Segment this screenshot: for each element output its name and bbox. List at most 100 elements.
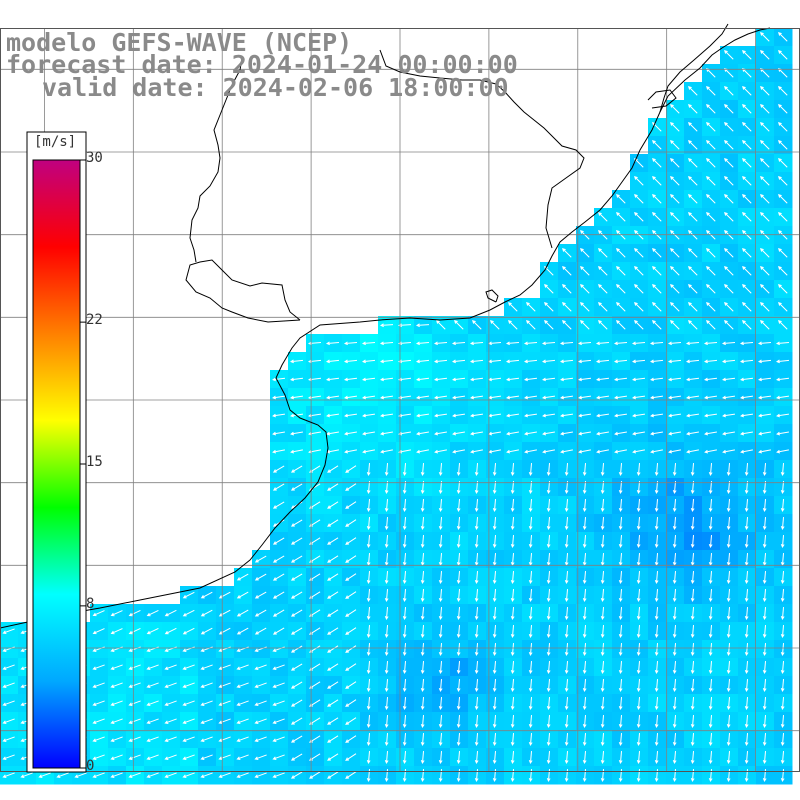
wind-arrow bbox=[560, 431, 573, 436]
model-title: modelo GEFS-WAVE (NCEP) bbox=[6, 28, 353, 57]
wind-arrow bbox=[402, 534, 407, 549]
wind-arrow bbox=[146, 627, 159, 635]
wind-arrow bbox=[327, 663, 339, 671]
wind-arrow bbox=[384, 588, 389, 603]
wind-arrow bbox=[345, 519, 357, 527]
wind-arrow bbox=[290, 537, 303, 545]
wind-arrow bbox=[564, 714, 569, 729]
wind-arrow bbox=[780, 498, 785, 513]
wind-arrow bbox=[668, 449, 681, 454]
wind-arrow bbox=[654, 678, 659, 693]
wind-arrow bbox=[452, 395, 466, 400]
wind-arrow bbox=[272, 537, 285, 545]
wind-arrow bbox=[344, 395, 358, 400]
wind-arrow bbox=[110, 664, 123, 670]
wind-arrow bbox=[2, 736, 15, 742]
wind-arrow bbox=[289, 359, 304, 364]
wind-arrow bbox=[362, 377, 376, 382]
border-line-5 bbox=[659, 23, 729, 113]
wind-arrow bbox=[760, 86, 770, 96]
wind-arrow bbox=[506, 413, 520, 418]
wind-arrow bbox=[290, 663, 303, 671]
wind-arrow bbox=[200, 609, 213, 617]
wind-arrow bbox=[451, 341, 466, 346]
wind-arrow bbox=[582, 570, 587, 585]
wind-arrow bbox=[618, 714, 623, 729]
wind-arrow bbox=[760, 320, 770, 330]
wind-arrow bbox=[402, 570, 407, 585]
wind-arrow bbox=[632, 413, 646, 418]
wind-arrow bbox=[649, 359, 664, 364]
wind-arrow bbox=[690, 498, 695, 513]
wind-arrow bbox=[649, 341, 664, 346]
wind-arrow bbox=[726, 714, 731, 729]
wind-arrow bbox=[618, 588, 623, 603]
wind-arrow bbox=[528, 642, 533, 657]
wind-arrow bbox=[600, 660, 605, 675]
wind-arrow bbox=[654, 462, 659, 477]
wind-arrow bbox=[742, 104, 752, 114]
wind-arrow bbox=[652, 284, 662, 294]
wind-arrow bbox=[654, 660, 659, 675]
wind-arrow bbox=[780, 588, 785, 603]
wind-arrow bbox=[528, 696, 533, 711]
wind-arrow bbox=[667, 341, 682, 346]
wind-arrow bbox=[544, 302, 554, 312]
wind-arrow bbox=[434, 395, 448, 400]
wind-arrow bbox=[708, 714, 713, 729]
wind-arrow bbox=[744, 570, 749, 585]
wind-arrow bbox=[760, 284, 770, 294]
wind-arrow bbox=[564, 462, 569, 477]
wind-arrow bbox=[726, 678, 731, 693]
wind-arrow bbox=[578, 377, 592, 382]
wind-arrow bbox=[652, 176, 662, 186]
wind-arrow bbox=[470, 431, 483, 436]
wind-arrow bbox=[668, 395, 682, 400]
wind-arrow bbox=[384, 660, 389, 675]
wind-arrow bbox=[146, 736, 159, 742]
wind-arrow bbox=[580, 302, 590, 312]
border-line-6 bbox=[647, 89, 677, 109]
wind-arrow bbox=[742, 140, 752, 150]
wind-arrow bbox=[616, 284, 626, 294]
wind-arrow bbox=[744, 750, 749, 765]
wind-arrow bbox=[327, 519, 339, 527]
wind-arrow bbox=[345, 681, 357, 689]
wind-arrow bbox=[402, 498, 407, 513]
wind-arrow bbox=[327, 555, 339, 563]
wind-arrow bbox=[506, 395, 520, 400]
wind-arrow bbox=[290, 627, 303, 635]
wind-arrow bbox=[580, 284, 590, 294]
wind-arrow bbox=[92, 628, 105, 635]
wind-arrow bbox=[20, 772, 33, 778]
wind-arrow bbox=[724, 320, 734, 330]
wind-arrow bbox=[564, 606, 569, 621]
wind-arrow bbox=[327, 627, 339, 635]
wind-arrow bbox=[690, 678, 695, 693]
wind-arrow bbox=[128, 682, 141, 688]
wind-arrow bbox=[672, 462, 677, 477]
wind-arrow bbox=[456, 678, 461, 693]
wind-arrow bbox=[708, 750, 713, 765]
wind-arrow bbox=[686, 377, 700, 382]
wind-arrow bbox=[582, 516, 587, 531]
wind-arrow bbox=[578, 431, 591, 436]
wind-arrow bbox=[672, 534, 677, 549]
colorbar-tick-label: 15 bbox=[86, 454, 103, 470]
wind-arrow bbox=[668, 413, 682, 418]
wind-arrow bbox=[634, 212, 644, 222]
wind-arrow bbox=[528, 516, 533, 531]
wind-arrow bbox=[456, 534, 461, 549]
wind-arrow bbox=[672, 498, 677, 513]
wind-arrow bbox=[688, 122, 698, 132]
wind-arrow bbox=[690, 732, 695, 747]
wind-arrow bbox=[762, 750, 767, 765]
wind-arrow bbox=[780, 714, 785, 729]
wind-arrow bbox=[688, 104, 698, 114]
wind-arrow bbox=[200, 772, 213, 778]
wind-arrow bbox=[345, 735, 357, 743]
wind-arrow bbox=[740, 395, 754, 400]
wind-arrow bbox=[290, 735, 303, 743]
wind-arrow bbox=[510, 714, 515, 729]
wind-arrow bbox=[326, 431, 339, 436]
